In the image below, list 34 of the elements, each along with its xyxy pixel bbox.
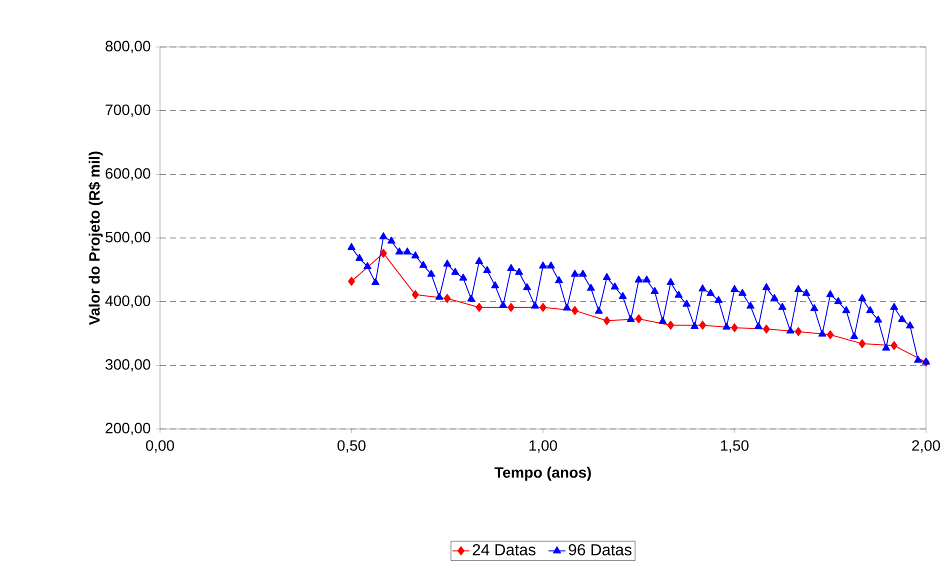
point	[348, 276, 356, 286]
x-tick-label: 0,00	[146, 440, 174, 453]
y-tick-label: 400,00	[105, 295, 150, 308]
legend-label: 96 Datas	[568, 544, 632, 556]
x-axis-title: Tempo (anos)	[494, 466, 591, 481]
point	[794, 327, 802, 336]
point	[603, 316, 610, 326]
y-axis-title: Valor do Projeto (R$ mil)	[88, 152, 103, 325]
x-tick-label: 1,00	[530, 440, 558, 453]
point	[762, 324, 770, 334]
legend-label: 24 Datas	[472, 544, 536, 556]
point	[380, 248, 387, 258]
point	[540, 302, 547, 312]
point	[571, 306, 578, 316]
y-tick-label: 800,00	[106, 40, 150, 54]
point	[508, 302, 515, 312]
point	[731, 323, 738, 332]
x-tick-label: 0,50	[338, 440, 366, 453]
point	[890, 341, 898, 350]
point	[858, 339, 866, 348]
x-tick-label: 2,00	[912, 440, 940, 453]
x-tick-label: 1,50	[721, 440, 749, 453]
point	[476, 302, 483, 312]
y-tick-label: 300,00	[106, 359, 150, 372]
point	[826, 330, 834, 340]
y-tick-label: 600,00	[106, 168, 150, 181]
point	[444, 294, 451, 303]
y-tick-label: 200,00	[106, 422, 150, 436]
y-tick-label: 700,00	[106, 104, 150, 117]
point	[667, 320, 674, 330]
y-tick-label: 500,00	[106, 232, 150, 244]
point	[635, 314, 642, 324]
point	[699, 320, 706, 330]
point	[412, 290, 419, 300]
